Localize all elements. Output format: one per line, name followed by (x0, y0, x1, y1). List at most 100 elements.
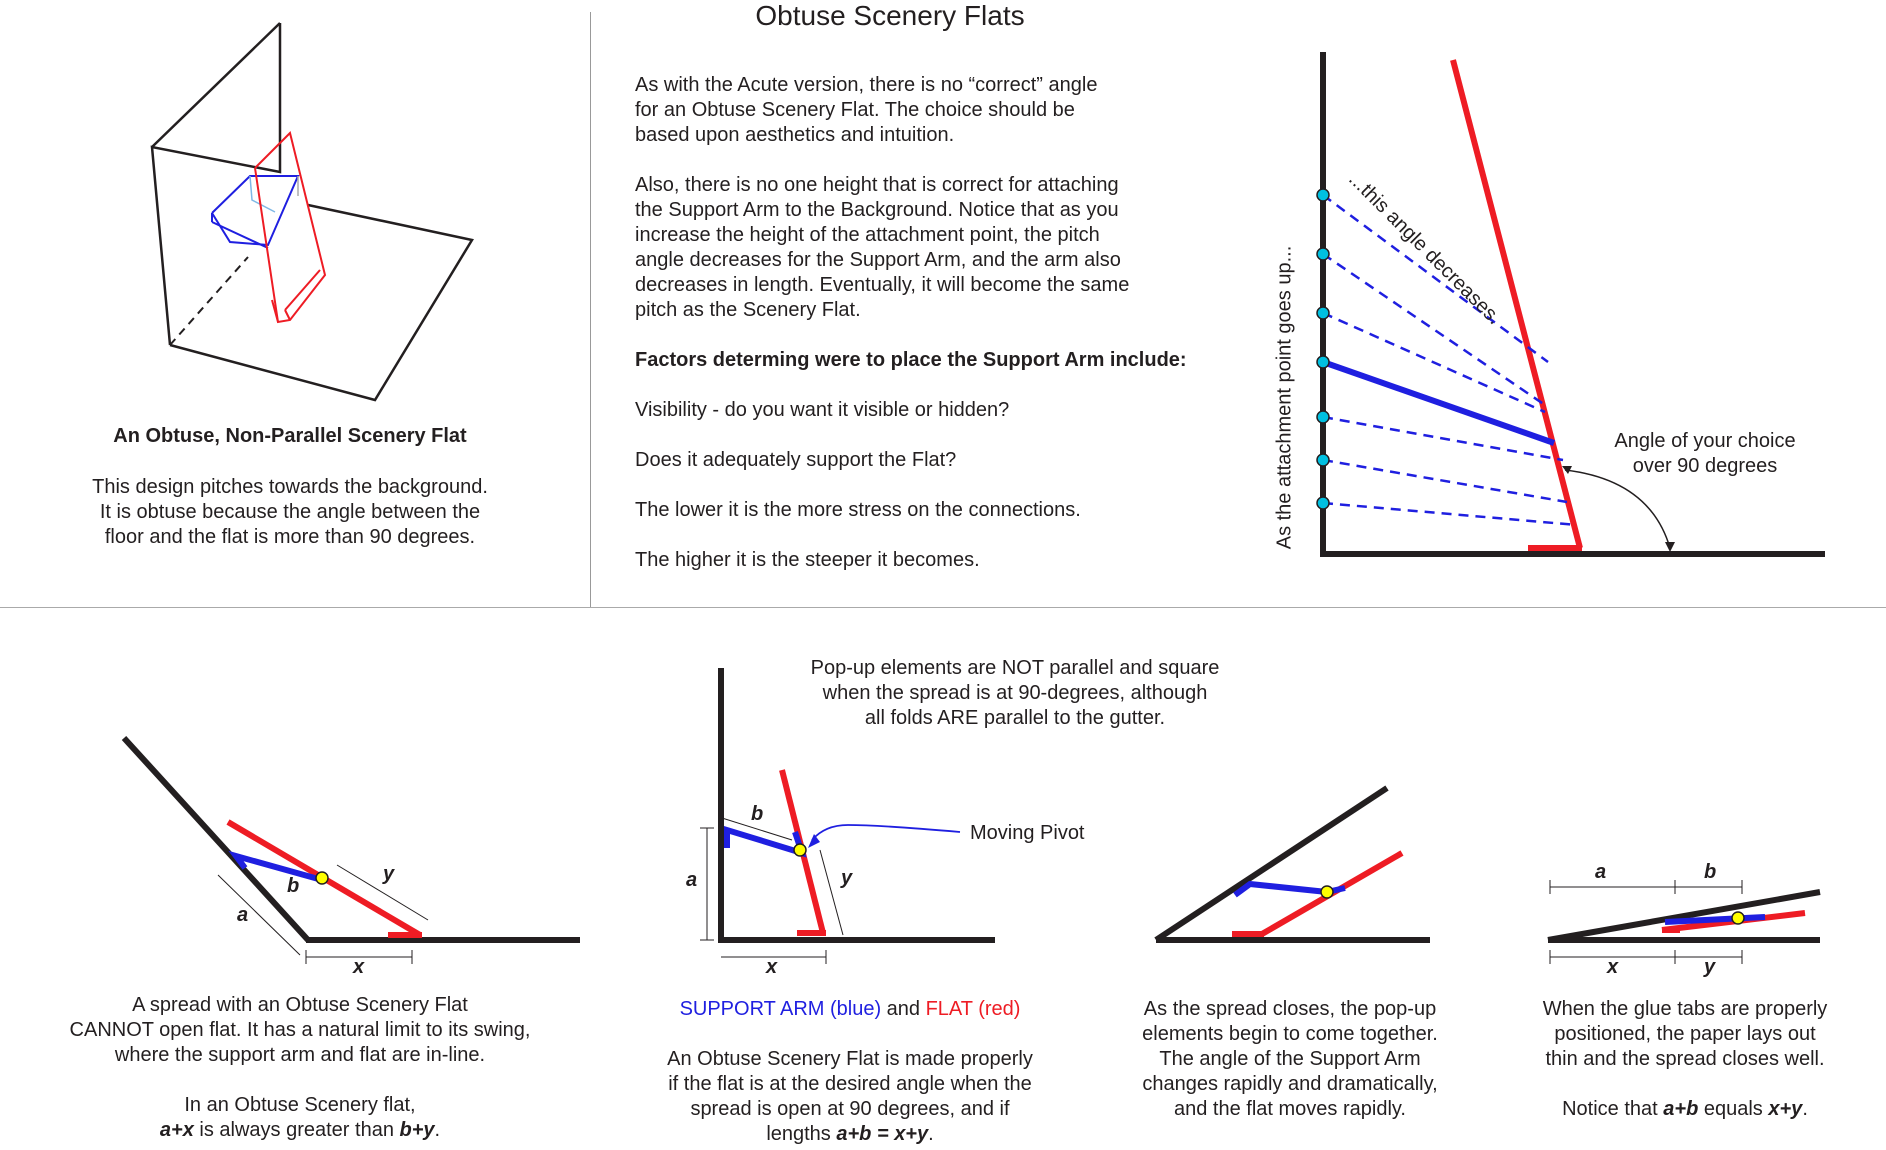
moving-pivot-label: Moving Pivot (970, 822, 1085, 844)
text-line: Also, there is no one height that is cor… (635, 174, 1119, 196)
panel3-caption: As the spread closes, the pop-up element… (1110, 997, 1470, 1122)
factors-heading: Factors determing were to place the Supp… (635, 349, 1187, 371)
panel1-caption: A spread with an Obtuse Scenery Flat CAN… (40, 993, 560, 1143)
formula-line: a+x is always greater than b+y. (40, 1118, 560, 1143)
attachment-node (1316, 188, 1330, 202)
dim-label-x: x (1607, 956, 1619, 978)
formula-b: x+y (1768, 1098, 1803, 1120)
dim-label-y: y (841, 867, 853, 889)
panel2-caption: SUPPORT ARM (blue) and FLAT (red) An Obt… (630, 997, 1070, 1147)
formula-b: b+y (399, 1119, 435, 1141)
caption-line: spread is open at 90 degrees, and if (690, 1098, 1010, 1120)
caption-line: A spread with an Obtuse Scenery Flat (132, 994, 468, 1016)
factor-item: Visibility - do you want it visible or h… (635, 399, 1010, 421)
dim-label-b: b (287, 875, 300, 897)
dim-label-b: b (751, 803, 764, 825)
formula: a+b = x+y (836, 1123, 929, 1145)
panel2-diagram (700, 668, 995, 964)
caption-line: if the flat is at the desired angle when… (668, 1073, 1032, 1095)
notice-end: . (1802, 1098, 1808, 1120)
panel4-diagram (1547, 880, 1821, 964)
caption-line: In an Obtuse Scenery flat, (184, 1094, 416, 1116)
formula-line: lengths a+b = x+y. (630, 1122, 1070, 1147)
attachment-height-diagram (1316, 52, 1825, 557)
formula-prefix: lengths (766, 1123, 837, 1145)
attachment-node (1316, 453, 1330, 467)
choice-line: over 90 degrees (1632, 455, 1778, 477)
factor-item: Does it adequately support the Flat? (635, 449, 957, 471)
choice-line: Angle of your choice (1614, 430, 1796, 452)
caption-line: CANNOT open flat. It has a natural limit… (69, 1019, 531, 1041)
panel4-caption: When the glue tabs are properly position… (1510, 997, 1860, 1122)
caption-line: When the glue tabs are properly (1542, 998, 1828, 1020)
text-line: for an Obtuse Scenery Flat. The choice s… (635, 99, 1075, 121)
caption-line: where the support arm and flat are in-li… (114, 1044, 486, 1066)
legend-and: and (881, 998, 926, 1020)
caption-line: An Obtuse Scenery Flat is made properly (667, 1048, 1033, 1070)
dim-label-a: a (237, 904, 249, 926)
caption-line: floor and the flat is more than 90 degre… (104, 526, 476, 548)
panel1-diagram (121, 735, 580, 964)
left-caption-title: An Obtuse, Non-Parallel Scenery Flat (113, 425, 467, 447)
legend-support-arm: SUPPORT ARM (blue) (679, 998, 882, 1020)
pivot-point (1320, 885, 1334, 899)
note-line: all folds ARE parallel to the gutter. (864, 707, 1166, 729)
pivot-point (1731, 911, 1745, 925)
horizontal-divider (0, 607, 1886, 608)
caption-line: As the spread closes, the pop-up (1143, 998, 1437, 1020)
caption-line: positioned, the paper lays out (1554, 1023, 1816, 1045)
popup-note: Pop-up elements are NOT parallel and squ… (770, 656, 1260, 731)
pivot-point (793, 843, 807, 857)
notice-prefix: Notice that (1562, 1098, 1664, 1120)
text-line: angle decreases for the Support Arm, and… (635, 249, 1121, 271)
caption-line: and the flat moves rapidly. (1174, 1098, 1406, 1120)
text-line: As with the Acute version, there is no “… (635, 74, 1098, 96)
caption-line: This design pitches towards the backgrou… (92, 476, 488, 498)
left-caption: This design pitches towards the backgrou… (60, 475, 520, 550)
middle-text: As with the Acute version, there is no “… (635, 73, 1195, 573)
text-line: decreases in length. Eventually, it will… (635, 274, 1130, 296)
legend: SUPPORT ARM (blue) and FLAT (red) (630, 997, 1070, 1022)
formula-text: is always greater than (193, 1119, 400, 1141)
note-line: when the spread is at 90-degrees, althou… (822, 682, 1208, 704)
text-line: increase the height of the attachment po… (635, 224, 1100, 246)
dim-label-b: b (1704, 861, 1717, 883)
text-line: based upon aesthetics and intuition. (635, 124, 955, 146)
pivot-point (315, 871, 329, 885)
caption-line: It is obtuse because the angle between t… (99, 501, 481, 523)
formula-a: a+x (159, 1119, 194, 1141)
factor-item: The higher it is the steeper it becomes. (635, 549, 980, 571)
formula-end: . (434, 1119, 441, 1141)
dim-label-x: x (353, 956, 365, 978)
attachment-node (1316, 247, 1330, 261)
notice-mid: equals (1698, 1098, 1769, 1120)
dim-label-x: x (766, 956, 778, 978)
caption-line: thin and the spread closes well. (1545, 1048, 1825, 1070)
attachment-node (1316, 496, 1330, 510)
formula-line: Notice that a+b equals x+y. (1510, 1097, 1860, 1122)
dim-label-a: a (1595, 861, 1607, 883)
attachment-node (1316, 355, 1330, 369)
text-line: pitch as the Scenery Flat. (635, 299, 861, 321)
caption-line: The angle of the Support Arm (1159, 1048, 1421, 1070)
panel3-diagram (1154, 785, 1430, 943)
formula-a: a+b (1663, 1098, 1699, 1120)
vertical-axis-label: As the attachment point goes up... (1273, 245, 1296, 550)
text-line: the Support Arm to the Background. Notic… (635, 199, 1119, 221)
note-line: Pop-up elements are NOT parallel and squ… (810, 657, 1220, 679)
obtuse-3d-diagram (150, 22, 474, 402)
angle-choice-label: Angle of your choice over 90 degrees (1590, 429, 1820, 479)
page-title: Obtuse Scenery Flats (755, 0, 1025, 31)
legend-flat: FLAT (red) (925, 998, 1021, 1020)
vertical-divider (590, 12, 591, 607)
attachment-node (1316, 410, 1330, 424)
formula-end: . (928, 1123, 934, 1145)
dim-label-a: a (686, 869, 698, 891)
dim-label-y: y (383, 863, 395, 885)
factor-item: The lower it is the more stress on the c… (635, 499, 1081, 521)
dim-label-y: y (1704, 956, 1716, 978)
caption-line: elements begin to come together. (1142, 1023, 1438, 1045)
caption-line: changes rapidly and dramatically, (1142, 1073, 1438, 1095)
attachment-node (1316, 306, 1330, 320)
